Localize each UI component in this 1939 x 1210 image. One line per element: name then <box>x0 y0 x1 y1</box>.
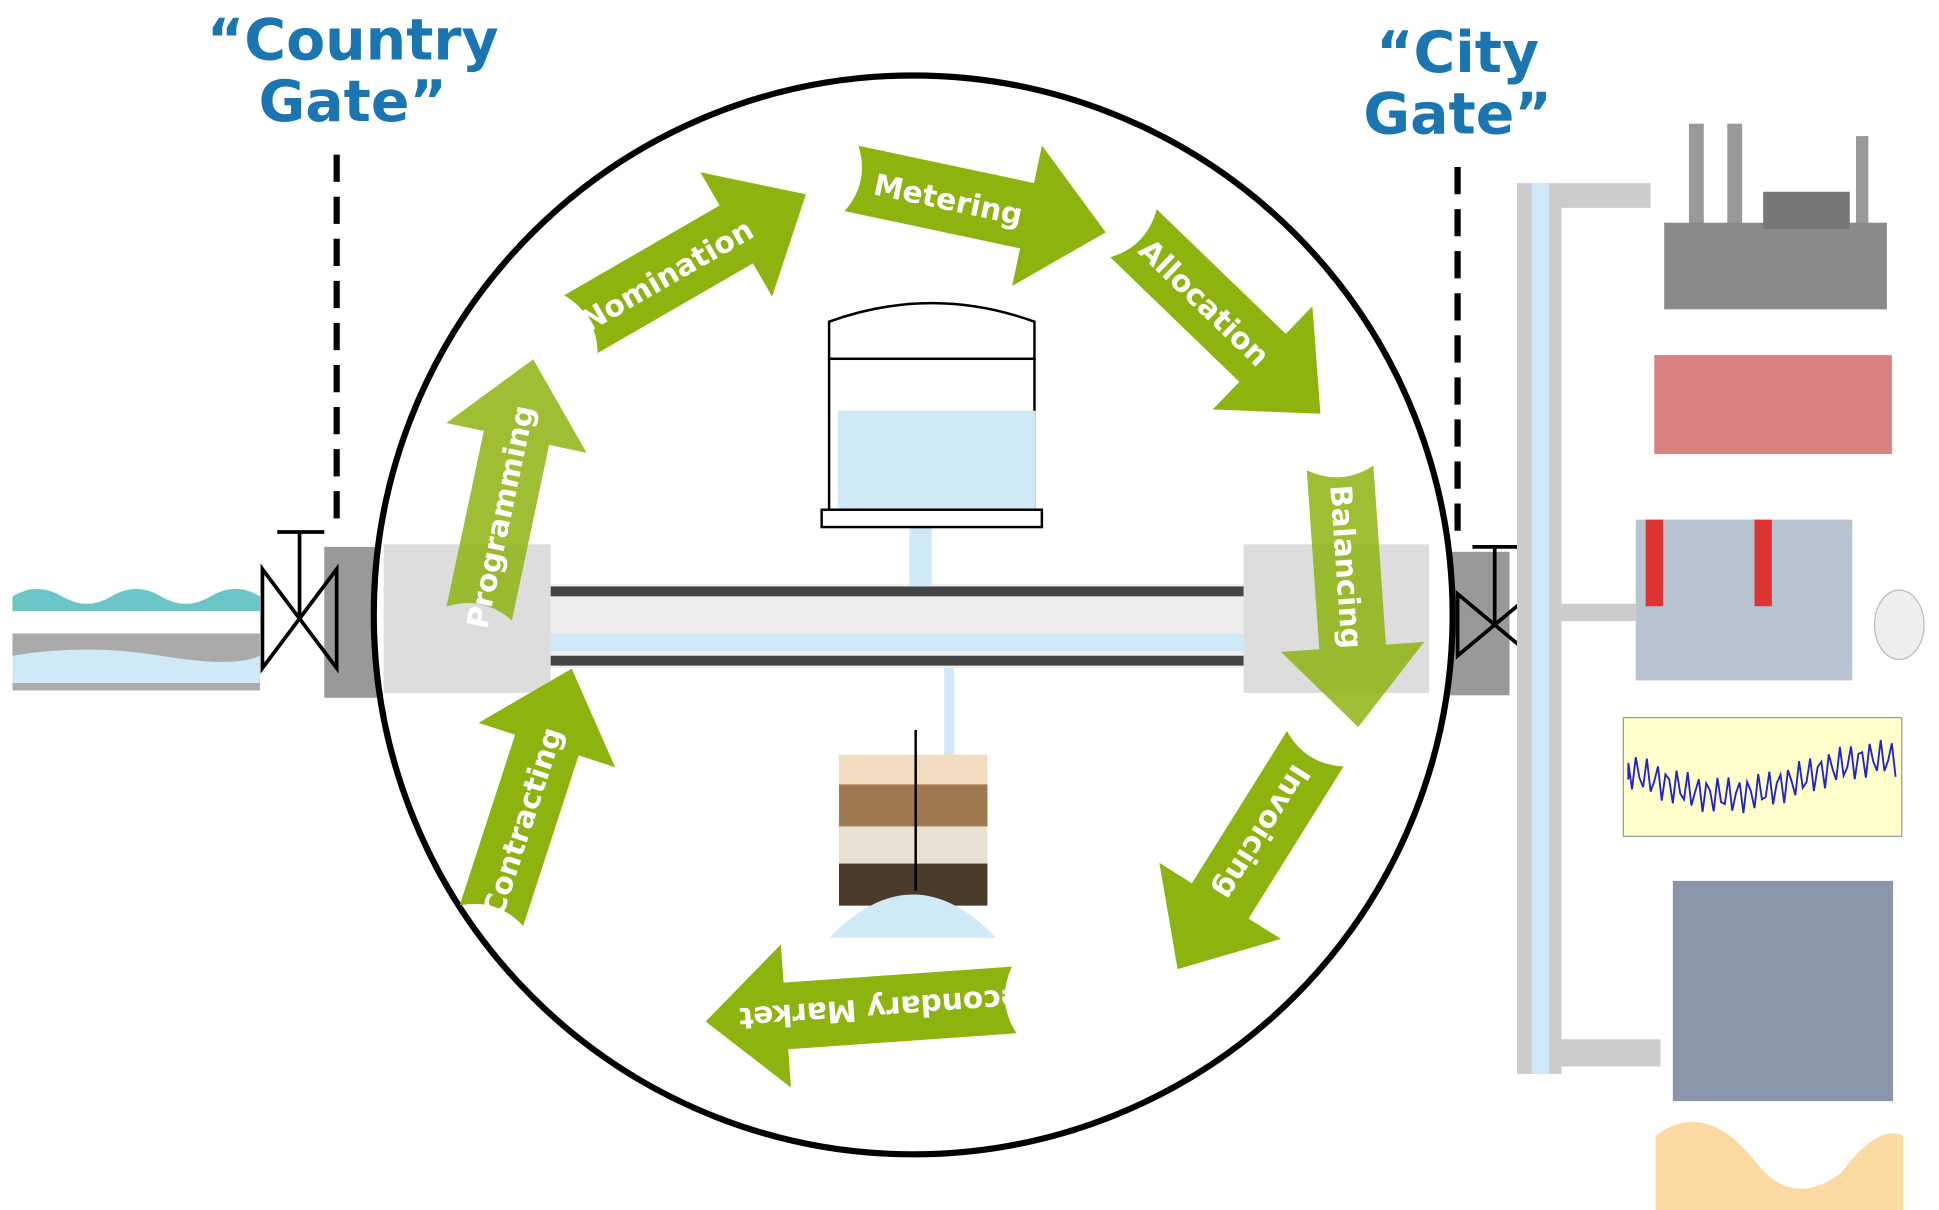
gate-label: “Country <box>207 7 499 73</box>
step-arrow: Metering <box>844 145 1106 286</box>
step-arrow: Secondary Market <box>705 944 1043 1088</box>
arrow-shape <box>564 172 806 354</box>
consumers <box>1622 123 1925 1210</box>
gate-label: Gate” <box>259 69 447 135</box>
arrow-shape <box>446 359 587 621</box>
arrow-shape <box>1159 731 1344 970</box>
arrow-shape <box>1281 465 1425 728</box>
arrow-shape <box>705 944 1017 1088</box>
arrow-shape <box>459 668 616 926</box>
arrow-shape <box>1110 209 1321 414</box>
city-gate-pipe <box>1437 167 1661 1074</box>
gate-label: “City <box>1376 20 1539 86</box>
gate-label: Gate” <box>1363 82 1551 148</box>
inlet-pipe <box>12 154 384 698</box>
step-arrow: Balancing <box>1281 465 1425 728</box>
arrow-shape <box>844 145 1106 286</box>
